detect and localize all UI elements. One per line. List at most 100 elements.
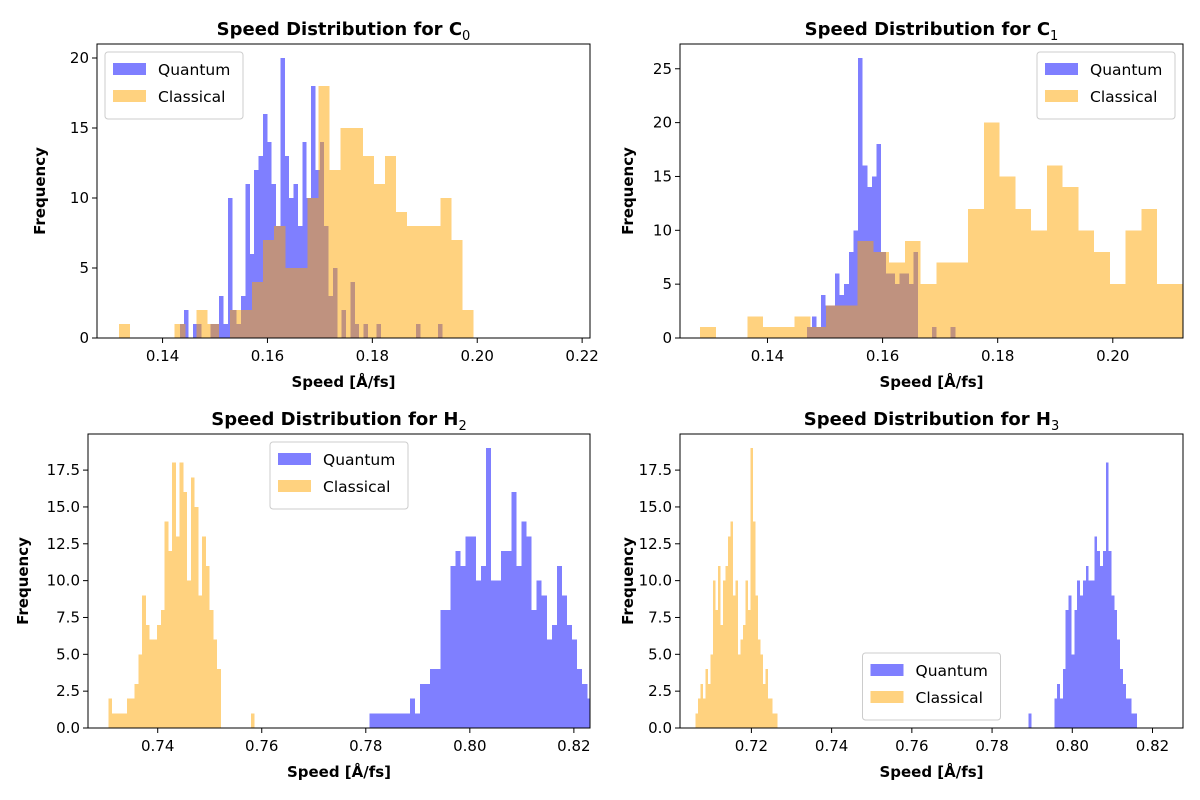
- bar: [138, 654, 143, 728]
- bar: [168, 551, 173, 728]
- bar: [262, 114, 268, 338]
- x-tick-label: 0.78: [349, 737, 382, 755]
- y-tick-label: 0.0: [648, 719, 672, 737]
- bar: [369, 713, 375, 728]
- bar: [379, 713, 385, 728]
- bar: [1062, 669, 1066, 728]
- y-axis-label: Frequency: [619, 537, 637, 625]
- bar: [848, 251, 854, 338]
- y-tick-label: 15: [70, 119, 89, 137]
- legend-swatch-quantum: [870, 664, 904, 676]
- bar: [725, 565, 728, 728]
- bar: [1060, 698, 1063, 728]
- bar: [274, 226, 286, 338]
- bar: [440, 610, 446, 728]
- bar: [174, 324, 186, 338]
- bar: [501, 551, 507, 728]
- bar: [149, 639, 154, 728]
- axes-frame: [679, 43, 1184, 339]
- bar: [1111, 595, 1115, 728]
- bar: [732, 595, 736, 728]
- bar: [1114, 610, 1118, 728]
- bar: [440, 198, 452, 338]
- y-tick-label: 0: [79, 329, 89, 347]
- chart-panel-2: 0.74 0.76 0.78 0.80 0.82 0.0 2.5 5.0 7.5 10.0 12.5…: [14, 409, 623, 781]
- bar: [618, 684, 623, 728]
- bar: [567, 624, 573, 728]
- legend-label-classical: Classical: [158, 88, 225, 106]
- bar: [1120, 669, 1123, 728]
- y-tick-label: 10: [70, 189, 89, 207]
- bar: [1105, 462, 1109, 728]
- x-tick-label: 0.78: [975, 737, 1008, 755]
- bar: [1125, 698, 1129, 728]
- series-classical: [108, 462, 255, 728]
- bar: [516, 565, 522, 728]
- x-tick-label: 0.72: [735, 737, 768, 755]
- bar: [296, 268, 308, 338]
- bar: [396, 212, 408, 338]
- x-axis-label: Speed [Å/fs]: [879, 372, 983, 391]
- legend-swatch-classical: [278, 480, 311, 492]
- bar: [999, 176, 1016, 338]
- bar: [1028, 713, 1032, 728]
- x-tick-label: 0.18: [356, 347, 389, 365]
- x-tick-label: 0.16: [251, 347, 284, 365]
- bar: [821, 294, 826, 338]
- bar: [1109, 284, 1126, 338]
- bar: [1157, 284, 1173, 338]
- bar: [592, 713, 597, 728]
- bar: [196, 310, 208, 338]
- bar: [183, 492, 188, 728]
- bar: [190, 477, 195, 728]
- bar: [1117, 639, 1121, 728]
- bar: [1062, 187, 1079, 338]
- bar: [1046, 165, 1063, 338]
- bar: [245, 184, 250, 338]
- legend-label-classical: Classical: [1090, 88, 1157, 106]
- bar: [556, 565, 562, 728]
- bar: [318, 86, 330, 338]
- bar: [351, 128, 363, 338]
- legend-label-classical: Classical: [323, 478, 390, 496]
- bar: [1128, 698, 1132, 728]
- bar: [184, 310, 189, 338]
- bar: [209, 610, 214, 728]
- bar: [491, 580, 497, 728]
- bar: [119, 713, 124, 728]
- bar: [418, 226, 430, 338]
- bar: [755, 595, 758, 728]
- bar: [757, 639, 761, 728]
- bar: [1068, 595, 1072, 728]
- bar: [1091, 580, 1095, 728]
- bar: [293, 184, 298, 338]
- bar: [1015, 208, 1032, 338]
- bar: [263, 240, 275, 338]
- bar: [727, 536, 731, 728]
- bar: [223, 324, 228, 338]
- chart-title: Speed Distribution for C0: [217, 19, 471, 44]
- bar: [108, 698, 113, 728]
- bar: [1102, 551, 1106, 728]
- bar: [399, 713, 405, 728]
- bar: [713, 580, 716, 728]
- y-tick-label: 15.0: [639, 498, 672, 516]
- legend-swatch-classical: [113, 90, 146, 102]
- bar: [752, 521, 756, 728]
- bar: [747, 610, 751, 728]
- bar: [404, 713, 410, 728]
- bar: [613, 699, 618, 728]
- bar: [1078, 230, 1095, 338]
- x-tick-label: 0.14: [146, 347, 179, 365]
- bar: [362, 156, 374, 338]
- legend-label-quantum: Quantum: [323, 451, 395, 469]
- bar: [112, 713, 116, 728]
- bar: [952, 262, 969, 338]
- y-axis-label: Frequency: [619, 147, 637, 235]
- x-axis-label: Speed [Å/fs]: [291, 372, 395, 391]
- bar: [142, 595, 146, 728]
- y-tick-label: 15.0: [47, 498, 80, 516]
- bar: [735, 580, 738, 728]
- bar: [329, 170, 341, 338]
